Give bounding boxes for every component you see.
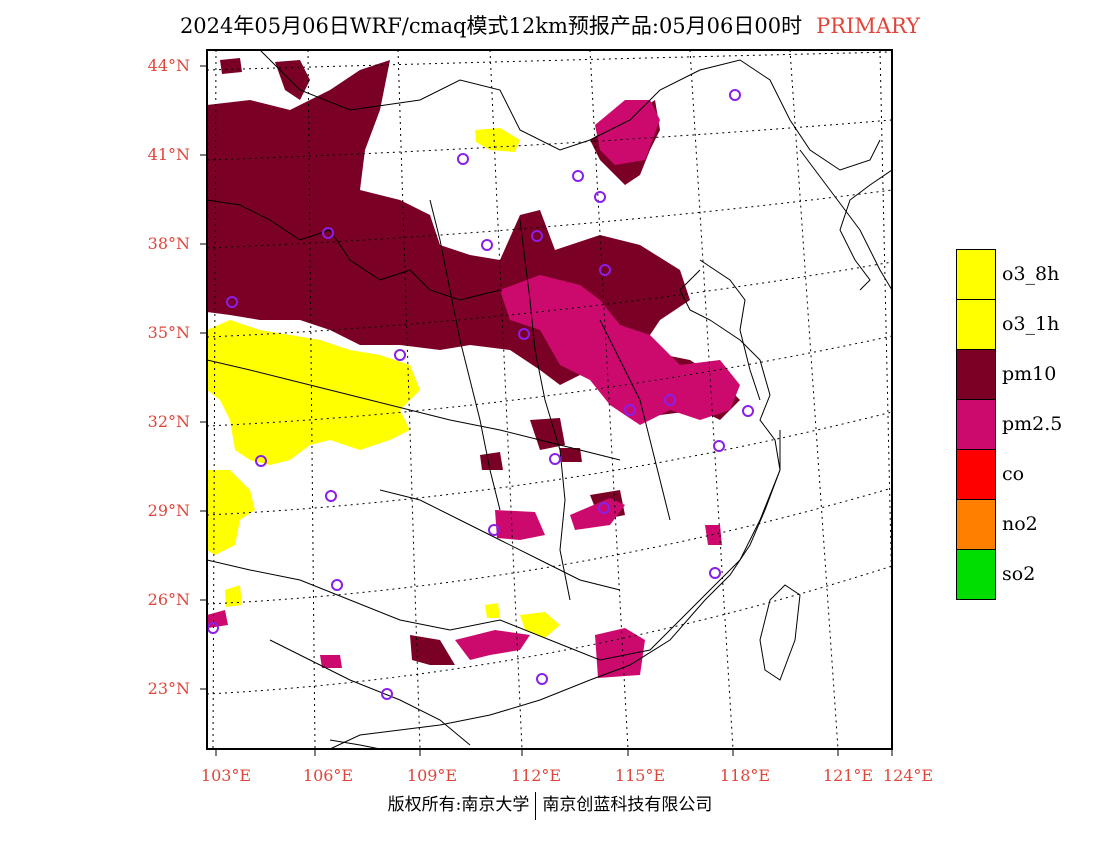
legend-label: so2 [1002, 563, 1036, 585]
footer: 版权所有:南京大学 南京创蓝科技有限公司 [0, 790, 1100, 820]
title-text: 2024年05月06日WRF/cmaq模式12km预报产品:05月06日00时 [179, 14, 803, 38]
legend-swatch [956, 249, 996, 300]
primary-tag: PRIMARY [816, 14, 921, 38]
legend-item-o3-1h: o3_1h [956, 299, 1096, 350]
axis-ticks [200, 65, 893, 756]
legend-label: pm10 [1002, 363, 1057, 385]
map-frame [206, 49, 893, 750]
lat-label-26n: 26°N [147, 590, 190, 609]
legend-swatch [956, 549, 996, 600]
legend-swatch [956, 349, 996, 400]
pm25-region [207, 100, 740, 678]
company-text: 南京创蓝科技有限公司 [542, 795, 713, 815]
legend-label: pm2.5 [1002, 413, 1063, 435]
legend-label: no2 [1002, 513, 1038, 535]
legend-label: o3_1h [1002, 313, 1060, 335]
legend-item-pm10: pm10 [956, 349, 1096, 400]
lon-label-121e: 121°E [822, 766, 874, 785]
legend-label: co [1002, 463, 1025, 485]
legend-item-co: co [956, 449, 1096, 500]
legend-swatch [956, 399, 996, 450]
copyright-text: 版权所有:南京大学 [387, 795, 530, 815]
lat-label-29n: 29°N [147, 501, 190, 520]
legend-item-o3-8h: o3_8h [956, 249, 1096, 300]
lat-label-23n: 23°N [147, 679, 190, 698]
lon-label-106e: 106°E [302, 766, 354, 785]
lat-label-35n: 35°N [147, 323, 190, 342]
lon-label-115e: 115°E [614, 766, 666, 785]
legend-item-so2: so2 [956, 549, 1096, 600]
footer-divider [535, 791, 537, 820]
lat-label-44n: 44°N [147, 56, 190, 75]
lon-label-109e: 109°E [406, 766, 458, 785]
lon-label-103e: 103°E [200, 766, 252, 785]
coastline [329, 169, 892, 749]
lon-label-112e: 112°E [510, 766, 562, 785]
lat-label-38n: 38°N [147, 234, 190, 253]
lat-label-41n: 41°N [147, 145, 190, 164]
legend-item-pm25: pm2.5 [956, 399, 1096, 450]
province-boundaries [207, 50, 892, 746]
map-title: 2024年05月06日WRF/cmaq模式12km预报产品:05月06日00时 P… [0, 10, 1100, 40]
legend-label: o3_8h [1002, 263, 1060, 285]
legend-swatch [956, 449, 996, 500]
city-markers [207, 89, 754, 700]
graticule [207, 50, 892, 749]
lat-label-32n: 32°N [147, 412, 190, 431]
lon-label-124e: 124°E [882, 766, 934, 785]
lon-label-118e: 118°E [719, 766, 771, 785]
legend-item-no2: no2 [956, 499, 1096, 550]
legend-swatch [956, 299, 996, 350]
legend-swatch [956, 499, 996, 550]
